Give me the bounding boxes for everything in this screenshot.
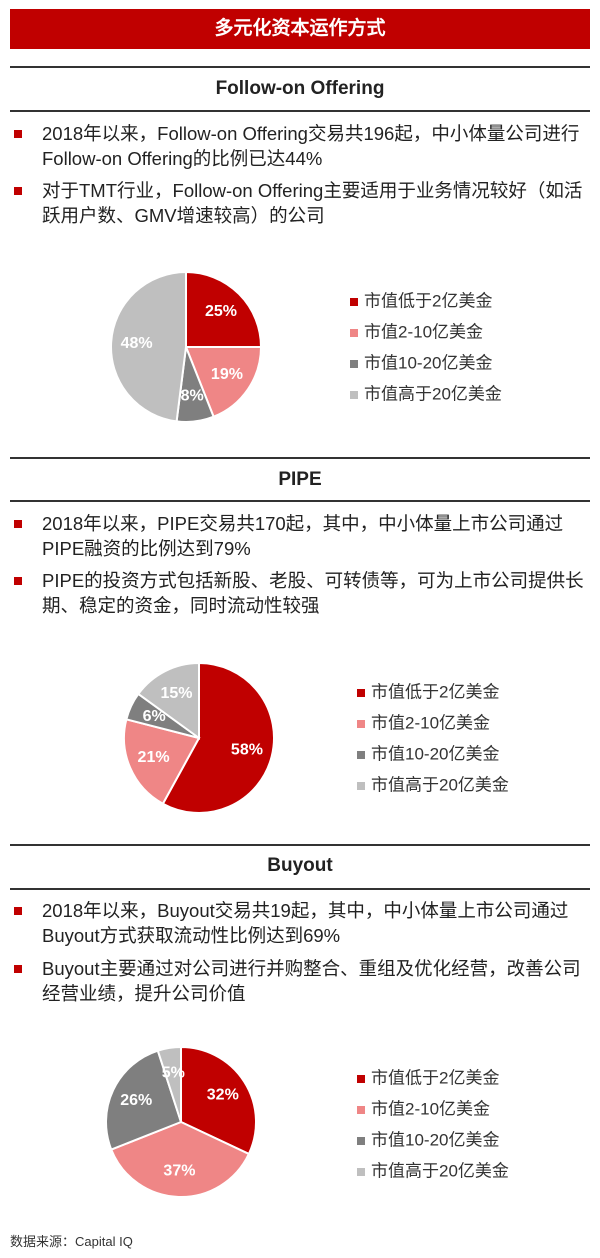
section-title: Follow-on Offering (215, 78, 385, 99)
legend-swatch (357, 751, 365, 759)
slice-label: 19% (211, 366, 243, 383)
bullet: 2018年以来，Buyout交易共19起，其中，中小体量上市公司通过Buyout… (14, 898, 594, 948)
legend-swatch (350, 329, 358, 337)
legend-label: 市值低于2亿美金 (371, 682, 499, 701)
slice-label: 21% (138, 749, 170, 766)
slice-label: 15% (161, 685, 193, 702)
slice-label: 26% (120, 1092, 152, 1109)
legend-swatch (357, 1106, 365, 1114)
legend-label: 市值10-20亿美金 (364, 353, 492, 372)
bullet: 2018年以来，PIPE交易共170起，其中，中小体量上市公司通过PIPE融资的… (14, 511, 594, 561)
legend-label: 市值2-10亿美金 (364, 322, 483, 341)
pie-slice (180, 1045, 257, 1156)
slice-label: 48% (121, 335, 153, 352)
divider (10, 66, 590, 68)
pie-slice (161, 661, 275, 814)
divider (10, 457, 590, 459)
pie-slice (105, 1049, 183, 1151)
section-title: PIPE (278, 469, 322, 490)
bullet-text: 2018年以来，Buyout交易共19起，其中，中小体量上市公司通过Buyout… (42, 900, 569, 946)
legend-swatch (350, 298, 358, 306)
legend-label: 市值低于2亿美金 (364, 291, 492, 310)
bullet: PIPE的投资方式包括新股、老股、可转债等，可为上市公司提供长期、稳定的资金，同… (14, 568, 594, 618)
bullet-marker (14, 130, 22, 138)
bullet-marker (14, 187, 22, 195)
slice-label: 5% (162, 1064, 185, 1081)
bullet-marker (14, 577, 22, 585)
legend-label: 市值10-20亿美金 (371, 1130, 499, 1149)
legend-swatch (357, 1168, 365, 1176)
bullet-marker (14, 520, 22, 528)
pie-slice (109, 1120, 251, 1198)
legend-label: 市值低于2亿美金 (371, 1068, 499, 1087)
slice-label: 32% (207, 1087, 239, 1104)
legend-swatch (357, 1075, 365, 1083)
bullet-marker (14, 965, 22, 973)
bullet: 对于TMT行业，Follow-on Offering主要适用于业务情况较好（如活… (14, 178, 594, 228)
bullet-text: 对于TMT行业，Follow-on Offering主要适用于业务情况较好（如活… (42, 180, 583, 226)
divider (10, 844, 590, 846)
slice-label: 6% (143, 708, 166, 725)
legend-label: 市值2-10亿美金 (371, 1099, 490, 1118)
legend-swatch (357, 1137, 365, 1145)
bullet-text: PIPE的投资方式包括新股、老股、可转债等，可为上市公司提供长期、稳定的资金，同… (42, 570, 584, 616)
legend-label: 市值高于20亿美金 (371, 775, 509, 794)
section-title: Buyout (267, 855, 333, 876)
bullet: 2018年以来，Follow-on Offering交易共196起，中小体量公司… (14, 121, 594, 171)
slice-label: 58% (231, 742, 263, 759)
header-title: 多元化资本运作方式 (10, 9, 590, 49)
pie-slice (110, 270, 187, 423)
divider (10, 110, 590, 112)
bullet-marker (14, 907, 22, 915)
source: 数据来源：Capital IQ (10, 1234, 133, 1249)
legend-label: 市值10-20亿美金 (371, 744, 499, 763)
pie-slice (123, 718, 201, 806)
legend-label: 市值高于20亿美金 (371, 1161, 509, 1180)
slice-label: 37% (163, 1163, 195, 1180)
bullet-text: 2018年以来，PIPE交易共170起，其中，中小体量上市公司通过PIPE融资的… (42, 513, 564, 559)
divider (10, 888, 590, 890)
legend-label: 市值2-10亿美金 (371, 713, 490, 732)
legend-label: 市值高于20亿美金 (364, 384, 502, 403)
slice-label: 25% (205, 303, 237, 320)
bullet-text: Buyout主要通过对公司进行并购整合、重组及优化经营，改善公司经营业绩，提升公… (42, 958, 581, 1004)
legend-swatch (350, 360, 358, 368)
legend-swatch (357, 689, 365, 697)
pie-slice (136, 661, 200, 740)
legend-swatch (357, 720, 365, 728)
pie-slice (185, 270, 263, 348)
legend-swatch (357, 782, 365, 790)
legend-swatch (350, 391, 358, 399)
pie-slice (184, 346, 263, 419)
bullet: Buyout主要通过对公司进行并购整合、重组及优化经营，改善公司经营业绩，提升公… (14, 956, 594, 1006)
slice-label: 8% (181, 387, 204, 404)
divider (10, 500, 590, 502)
bullet-text: 2018年以来，Follow-on Offering交易共196起，中小体量公司… (42, 123, 580, 169)
pie-slice (156, 1045, 182, 1123)
